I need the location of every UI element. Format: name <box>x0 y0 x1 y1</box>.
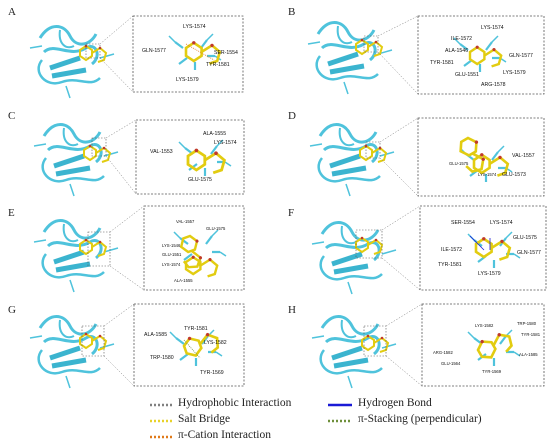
zoom-box <box>132 15 244 93</box>
panel-b: B LYS-1574 ILE-1572 ALA-1546 GLN-1577 TY… <box>288 6 545 95</box>
residue-label: GLU-1564 <box>441 361 461 366</box>
panel-label: C <box>8 110 15 122</box>
zoom-box <box>143 205 245 291</box>
residue-label: GLN-1577 <box>509 53 533 59</box>
panel-e: E VAL-1557 GLU-1575 LYS-1546 GLU-1551 LY… <box>8 205 245 292</box>
panel-label: A <box>8 6 16 18</box>
residue-label: LYS-1579 <box>176 77 199 83</box>
residue-label: TYR-1581 <box>521 332 541 337</box>
residue-label: LYS-1574 <box>183 24 206 30</box>
zoom-box <box>421 303 545 387</box>
residue-label: LYS-1579 <box>503 70 526 76</box>
panel-f: F SER-1554 LYS-1574 GLU-1575 ILE-1572 GL… <box>288 205 547 294</box>
zoom-box <box>417 15 545 95</box>
zoom-box <box>417 117 545 197</box>
residue-label: TRP-1580 <box>150 355 174 361</box>
residue-label: SER-1554 <box>214 50 238 56</box>
residue-label: GLU-1575 <box>513 235 537 241</box>
residue-label: ALA-1546 <box>445 48 468 54</box>
panel-label: B <box>288 6 295 18</box>
legend-label-hydrogen-bond: Hydrogen Bond <box>358 397 432 409</box>
residue-label: TYR-1569 <box>482 369 502 374</box>
residue-label: TYR-1581 <box>438 262 462 268</box>
panel-label: E <box>8 207 15 219</box>
zoom-box <box>135 119 245 195</box>
residue-label: TYR-1581 <box>206 62 230 68</box>
residue-label: TYR-1581 <box>184 326 208 332</box>
panel-a: A LYS-1574 GLN-1577 SER-1554 TYR-1581 LY… <box>8 6 244 99</box>
legend-label-pi-cation: π-Cation Interaction <box>178 429 271 441</box>
residue-label: ARG-1578 <box>481 82 506 88</box>
panel-d: D VAL-1557 GLU-1575 LYS-1574 GLU-1573 <box>288 110 545 197</box>
residue-label: TYR-1581 <box>430 60 454 66</box>
residue-label: ARG-1582 <box>433 350 453 355</box>
residue-label: VAL-1557 <box>512 153 535 159</box>
residue-label: ILE-1572 <box>441 247 462 253</box>
residue-label: ILE-1572 <box>451 36 472 42</box>
residue-label: TRP-1580 <box>517 321 537 326</box>
residue-label: ALA-1555 <box>174 278 193 283</box>
residue-label: GLU-1551 <box>162 252 182 257</box>
legend: Hydrophobic Interaction Hydrogen Bond Sa… <box>0 392 550 448</box>
zoom-box <box>133 303 245 387</box>
residue-label: GLN-1577 <box>517 250 541 256</box>
residue-label: GLU-1575 <box>449 161 469 166</box>
protein-ribbon <box>30 27 114 99</box>
panel-label: D <box>288 110 296 122</box>
residue-label: SER-1554 <box>451 220 475 226</box>
residue-label: GLN-1577 <box>142 48 166 54</box>
residue-label: VAL-1553 <box>150 149 173 155</box>
residue-label: LYS-1574 <box>490 220 513 226</box>
residue-label: ALA-1585 <box>144 332 167 338</box>
zoom-source-box <box>85 43 101 59</box>
zoom-box <box>419 205 547 291</box>
residue-label: LYS-1574 <box>162 262 181 267</box>
residue-label: GLU-1573 <box>502 172 526 178</box>
panel-label: H <box>288 304 296 316</box>
residue-label: VAL-1557 <box>176 219 195 224</box>
residue-label: LYS-1574 <box>478 172 497 177</box>
panel-label: F <box>288 207 294 219</box>
legend-swatches <box>150 403 352 439</box>
residue-label: ALA-1585 <box>519 352 538 357</box>
panel-c: C ALA-1555 LYS-1574 VAL-1553 GLU-1575 <box>8 110 245 196</box>
residue-label: GLU-1551 <box>455 72 479 78</box>
residue-label: LYS-1574 <box>214 140 237 146</box>
legend-label-salt-bridge: Salt Bridge <box>178 413 231 425</box>
panel-label: G <box>8 304 16 316</box>
residue-label: LYS-1582 <box>475 323 494 328</box>
residue-label: LYS-1579 <box>478 271 501 277</box>
panel-h: H LYS-1582 TRP-1580 TYR-1581 ARG-1582 AL… <box>288 303 545 388</box>
residue-label: ALA-1555 <box>203 131 226 137</box>
legend-label-pi-stacking: π-Stacking (perpendicular) <box>358 413 482 425</box>
residue-label: GLU-1575 <box>206 226 226 231</box>
residue-label: GLU-1575 <box>188 177 212 183</box>
panel-g: G ALA-1585 TYR-1581 LYS-1582 TRP-1580 TY… <box>8 303 245 388</box>
residue-label: LYS-1574 <box>481 25 504 31</box>
residue-label: LYS-1546 <box>162 243 181 248</box>
legend-label-hydrophobic: Hydrophobic Interaction <box>178 397 292 409</box>
residue-label: TYR-1569 <box>200 370 224 376</box>
residue-label: LYS-1582 <box>204 340 227 346</box>
